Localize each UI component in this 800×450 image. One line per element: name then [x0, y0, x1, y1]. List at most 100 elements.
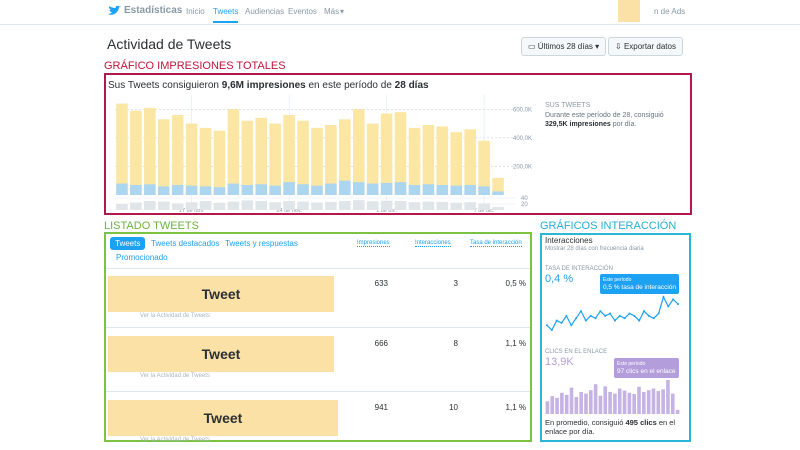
- nav-item[interactable]: Inicio: [186, 7, 205, 16]
- bar: [394, 182, 407, 195]
- summary-text: en este período de: [305, 80, 395, 91]
- column-header[interactable]: Impresiones: [357, 240, 390, 247]
- bar: [642, 391, 646, 414]
- point: [589, 314, 592, 317]
- bar: [130, 185, 142, 195]
- engagement-rate: 0,5 %: [505, 279, 526, 288]
- bar: [675, 409, 680, 414]
- footer-text: en el enlace por día.: [545, 418, 676, 436]
- tweet-preview[interactable]: Tweet: [108, 400, 338, 436]
- activity-link[interactable]: Ver la Actividad de Tweets: [140, 373, 210, 379]
- bar: [297, 184, 309, 195]
- bar: [670, 393, 675, 414]
- bar: [450, 202, 463, 210]
- rate-chart: [546, 295, 679, 331]
- bar: [157, 119, 170, 195]
- annotation-box: [104, 73, 692, 215]
- tooltip: Este período 0,5 % tasa de interacción: [600, 274, 679, 294]
- summary-bold: 28 días: [394, 80, 429, 91]
- divider: [106, 327, 530, 328]
- page-title: Actividad de Tweets: [107, 36, 232, 52]
- bar: [408, 202, 421, 210]
- bar: [464, 129, 476, 195]
- tab[interactable]: Promocionado: [116, 253, 168, 262]
- bar: [213, 202, 226, 210]
- bar: [464, 185, 476, 195]
- annotation: GRÁFICO IMPRESIONES TOTALES: [104, 60, 286, 72]
- tab[interactable]: Tweets y respuestas: [225, 239, 298, 248]
- footer-bold: 495 clics: [625, 418, 657, 427]
- activity-link[interactable]: Ver la Actividad de Tweets: [140, 437, 210, 443]
- side-highlight: 329,5K impresiones: [545, 121, 611, 128]
- bar: [651, 388, 656, 414]
- bar: [422, 125, 435, 195]
- bar: [311, 185, 323, 195]
- bar: [157, 186, 170, 195]
- x-tick-label: 1 de dic.: [376, 208, 397, 213]
- tab[interactable]: Tweets destacados: [151, 239, 220, 248]
- bar: [311, 202, 323, 210]
- tweet-preview[interactable]: Tweet: [108, 276, 334, 312]
- activity-link[interactable]: Ver la Actividad de Tweets: [140, 313, 210, 319]
- engagements: 3: [453, 279, 458, 288]
- bar: [646, 390, 651, 414]
- bar: [366, 183, 379, 195]
- nav-item[interactable]: Audiencias: [245, 7, 285, 16]
- bar: [478, 140, 490, 195]
- bar: [116, 204, 128, 210]
- point: [643, 310, 646, 313]
- bar: [199, 186, 212, 195]
- range-button[interactable]: ▭ Últimos 28 días ▾: [521, 37, 607, 56]
- bar: [130, 202, 142, 210]
- export-button[interactable]: ⇩ Exportar datos: [608, 37, 683, 56]
- nav-item[interactable]: Eventos: [288, 7, 317, 16]
- bar: [352, 182, 365, 195]
- panel-title: Interacciones: [545, 236, 593, 245]
- ads-link[interactable]: n de Ads: [654, 7, 686, 16]
- footer-text: En promedio, consiguió: [545, 418, 626, 427]
- line: [546, 295, 679, 331]
- bar: [255, 117, 268, 195]
- tab[interactable]: Tweets: [110, 237, 146, 250]
- avatar[interactable]: [618, 0, 640, 22]
- bar: [545, 401, 550, 414]
- bar: [116, 183, 128, 195]
- bar: [450, 132, 463, 195]
- bar: [569, 387, 574, 414]
- bar: [213, 187, 226, 195]
- bar: [550, 396, 555, 414]
- bar: [283, 182, 295, 195]
- bar: [227, 183, 240, 195]
- dropdown-caret: ▾: [340, 7, 345, 16]
- bar: [325, 201, 337, 210]
- nav-bar: Estadísticas Inicio Tweets Audiencias Ev…: [0, 0, 800, 25]
- impressions: 941: [374, 403, 388, 412]
- bar: [555, 397, 559, 414]
- point: [662, 296, 665, 298]
- column-header[interactable]: Interacciones: [415, 240, 451, 247]
- nav-item[interactable]: Tweets: [213, 7, 239, 23]
- bar: [144, 201, 156, 210]
- point: [613, 319, 616, 322]
- bar: [366, 123, 379, 195]
- tooltip: Este período 97 clics en el enlace: [614, 358, 679, 378]
- nav-item[interactable]: Más: [324, 7, 340, 16]
- bar: [227, 109, 240, 195]
- bar: [269, 185, 281, 195]
- tweet-preview[interactable]: Tweet: [108, 336, 334, 372]
- bar: [464, 202, 476, 210]
- bar: [241, 200, 254, 210]
- bar: [283, 115, 295, 195]
- point: [628, 312, 631, 315]
- bar: [588, 390, 593, 414]
- bar: [478, 186, 490, 195]
- column-header[interactable]: Tasa de interacción: [470, 240, 522, 247]
- bar: [603, 386, 608, 414]
- logo: [108, 5, 121, 15]
- bar: [325, 125, 337, 195]
- tooltip-title: Este período: [617, 361, 646, 367]
- metric-label: TASA DE INTERACCIÓN: [545, 266, 613, 272]
- point: [677, 303, 679, 306]
- brand[interactable]: Estadísticas: [124, 5, 183, 16]
